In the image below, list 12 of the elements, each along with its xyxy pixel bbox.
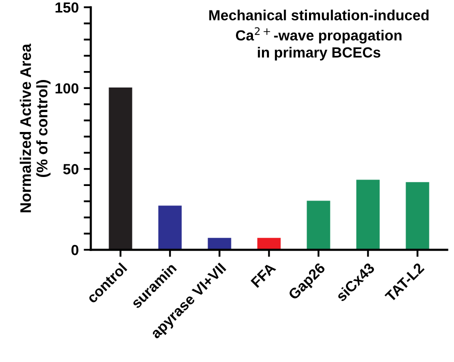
bar [158,206,182,250]
x-tick-label: FFA [250,262,276,288]
text: Mechanical stimulation-induced Ca$^{2+}$-wave propagation in primary BCECs [209,10,429,60]
y-tick-label: 150 [56,2,78,13]
y-tick-label: 100 [56,83,78,94]
y-tick-label: 50 [63,164,78,174]
bar [356,180,380,250]
y-tick-label: 0 [71,244,78,256]
bar [406,182,430,250]
bar [108,88,132,250]
bar [306,200,330,250]
y-axis-title: Normalized Active Area (% of control) [20,44,50,212]
